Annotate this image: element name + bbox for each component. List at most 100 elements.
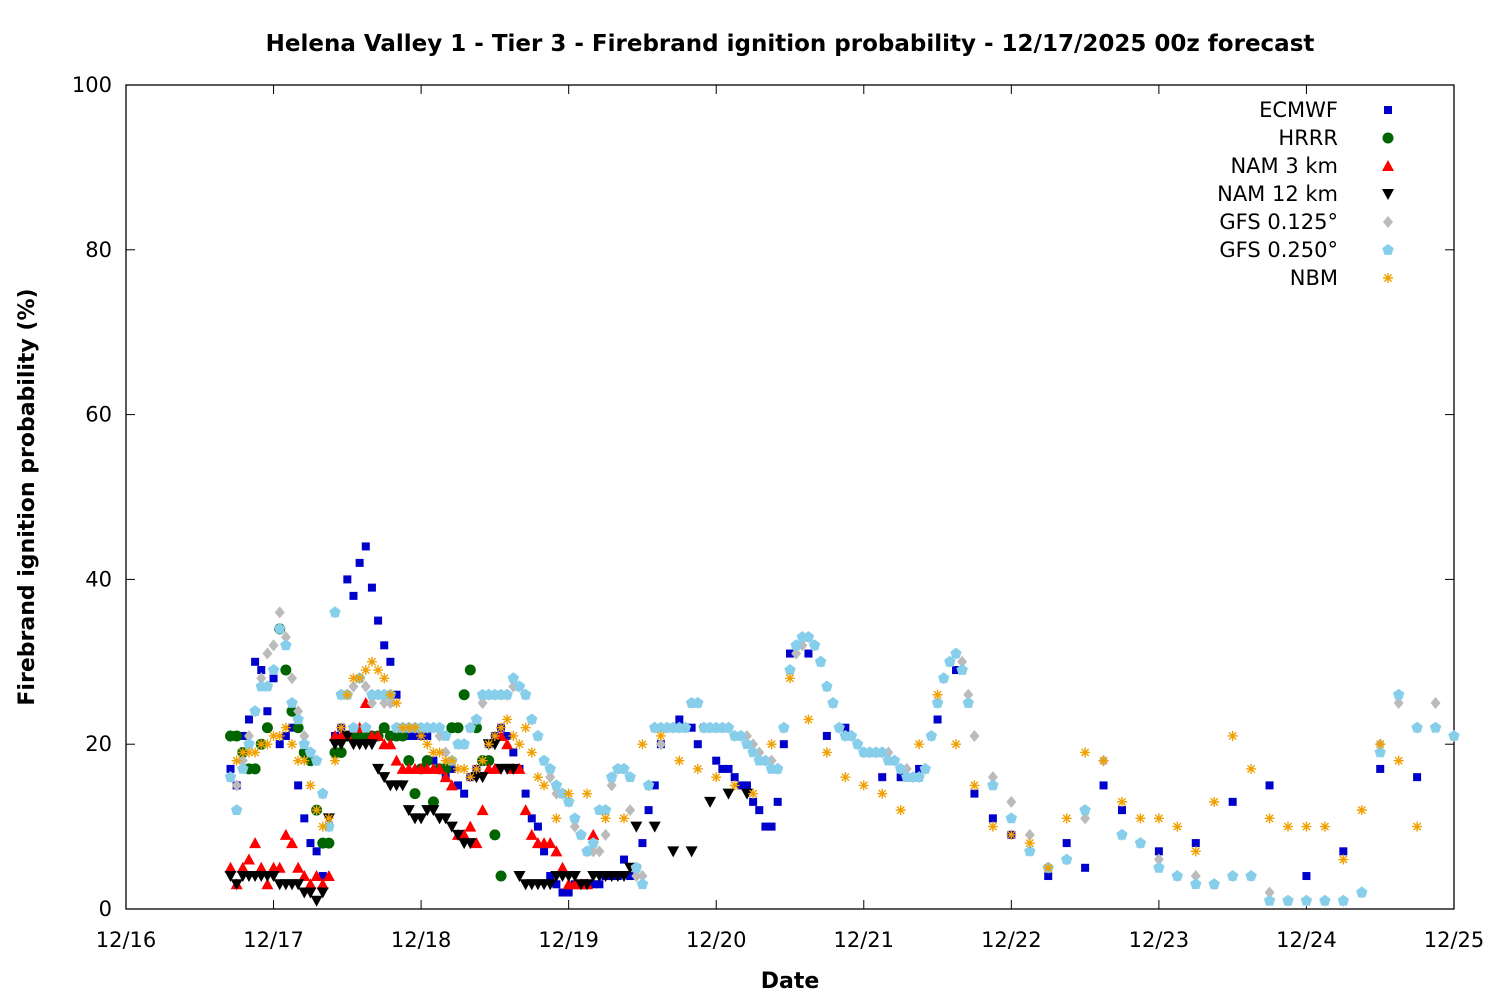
- data-point: [525, 828, 538, 840]
- data-point: [280, 664, 292, 676]
- data-point: [1006, 795, 1017, 808]
- data-point: [544, 837, 557, 849]
- y-tick-label: 20: [85, 732, 112, 756]
- data-point: [298, 738, 310, 750]
- data-point: [243, 729, 254, 742]
- data-point: [464, 721, 476, 733]
- data-point: [404, 731, 413, 740]
- data-point: [625, 804, 636, 817]
- data-point: [545, 771, 556, 784]
- x-tick-label: 12/25: [1424, 928, 1485, 952]
- data-point: [987, 771, 998, 784]
- legend-marker: [1382, 244, 1394, 255]
- data-point: [1393, 688, 1405, 700]
- data-point: [396, 780, 409, 792]
- data-point: [410, 731, 419, 740]
- data-point: [1228, 797, 1237, 806]
- data-point: [538, 754, 550, 766]
- data-point: [335, 739, 348, 751]
- data-point: [1080, 812, 1091, 825]
- data-point: [724, 764, 733, 773]
- data-point: [969, 780, 980, 791]
- x-tick-label: 12/24: [1276, 928, 1337, 952]
- data-point: [1430, 697, 1441, 709]
- data-point: [409, 722, 420, 733]
- data-point: [342, 689, 353, 700]
- data-point: [888, 754, 901, 766]
- data-point: [360, 680, 371, 693]
- data-point: [293, 755, 304, 766]
- data-point: [230, 879, 243, 891]
- data-point: [509, 748, 518, 757]
- data-point: [1208, 878, 1220, 890]
- data-point: [606, 779, 617, 792]
- data-point: [546, 872, 555, 881]
- data-point: [1099, 781, 1108, 790]
- data-point: [1098, 755, 1109, 766]
- data-point: [589, 880, 598, 889]
- data-point: [779, 740, 788, 749]
- data-point: [526, 713, 538, 725]
- data-point: [268, 639, 279, 652]
- data-point: [280, 639, 292, 651]
- legend-marker: [1382, 132, 1394, 144]
- data-point: [453, 763, 463, 774]
- data-point: [550, 845, 563, 857]
- data-point: [778, 721, 790, 733]
- data-point: [1172, 821, 1183, 832]
- data-point: [374, 616, 383, 625]
- data-point: [249, 763, 261, 775]
- data-point: [458, 828, 471, 840]
- data-point: [969, 729, 980, 742]
- data-point: [581, 879, 594, 891]
- data-point: [390, 754, 403, 766]
- data-point: [1263, 894, 1276, 906]
- data-point: [784, 664, 796, 675]
- data-point: [1024, 828, 1035, 841]
- data-point: [569, 812, 581, 824]
- data-point: [237, 747, 248, 758]
- legend-label: NAM 12 km: [1217, 182, 1338, 206]
- data-point: [840, 772, 851, 783]
- data-point: [428, 747, 439, 758]
- data-point: [243, 738, 255, 750]
- data-point: [895, 805, 906, 816]
- legend: ECMWF HRRR NAM 3 km NAM 12 km GFS 0.125° GFS …: [1217, 98, 1394, 290]
- data-point: [650, 781, 659, 790]
- data-point: [821, 680, 833, 692]
- data-point: [459, 763, 470, 774]
- data-point: [458, 738, 470, 750]
- data-point: [262, 739, 273, 750]
- data-point: [1339, 847, 1348, 856]
- data-point: [692, 697, 704, 708]
- data-point: [642, 779, 655, 791]
- data-point: [933, 715, 942, 724]
- data-point: [564, 888, 573, 897]
- data-point: [385, 689, 396, 700]
- data-point: [575, 828, 587, 840]
- x-tick-label: 12/16: [96, 928, 157, 952]
- data-point: [551, 813, 562, 824]
- data-point: [630, 821, 643, 833]
- data-point: [501, 738, 514, 750]
- data-point: [988, 814, 997, 823]
- data-point: [261, 878, 274, 890]
- data-point: [950, 647, 962, 659]
- data-point: [742, 781, 751, 790]
- data-point: [231, 755, 242, 766]
- legend-marker: [1384, 106, 1392, 114]
- data-point: [379, 697, 390, 709]
- data-point: [261, 722, 273, 734]
- data-point: [237, 762, 249, 774]
- data-point: [841, 723, 850, 732]
- data-point: [519, 688, 532, 700]
- data-point: [1412, 821, 1423, 832]
- data-point: [772, 762, 784, 774]
- data-point: [704, 796, 717, 808]
- data-point: [274, 606, 285, 619]
- data-point: [267, 664, 280, 675]
- data-point: [231, 730, 243, 742]
- data-point: [379, 673, 390, 684]
- data-point: [304, 746, 317, 758]
